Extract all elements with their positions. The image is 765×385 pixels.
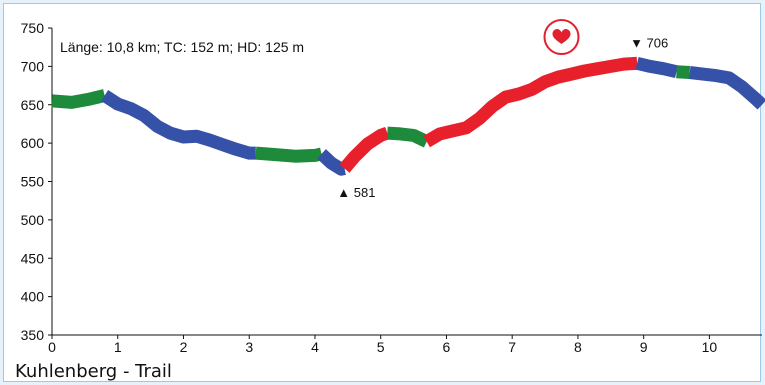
- high-point-label: ▼ 706: [630, 35, 668, 50]
- y-tick-label: 600: [21, 135, 45, 151]
- profile-segment-descent: [635, 56, 678, 79]
- profile-segment-descent: [317, 149, 348, 176]
- profile-segment-ascent: [423, 56, 638, 148]
- profile-segment-ascent: [339, 126, 390, 173]
- x-tick-label: 4: [311, 339, 319, 355]
- axes: [51, 28, 762, 336]
- y-tick-label: 550: [21, 174, 45, 190]
- x-tick-label: 3: [245, 339, 253, 355]
- profile-segment-descent: [101, 90, 256, 160]
- low-point-label: ▲ 581: [337, 185, 375, 200]
- heart-icon: [543, 19, 580, 55]
- profile-segment-flat: [676, 65, 691, 79]
- x-axis-ticks: 0 1 2 3 4 5 6 7 8 9 10: [48, 335, 717, 355]
- profile-segment-flat: [51, 89, 107, 109]
- y-tick-label: 400: [21, 289, 45, 305]
- y-axis-ticks: 350 400 450 500 550 600 650 700 750: [21, 20, 52, 343]
- y-tick-label: 750: [21, 20, 45, 36]
- route-summary: Länge: 10,8 km; TC: 152 m; HD: 125 m: [60, 39, 304, 55]
- y-tick-label: 650: [21, 97, 45, 113]
- y-tick-label: 350: [21, 327, 45, 343]
- x-tick-label: 7: [508, 339, 516, 355]
- x-tick-label: 8: [574, 339, 582, 355]
- x-tick-label: 9: [640, 339, 648, 355]
- y-tick-label: 450: [21, 250, 45, 266]
- x-tick-label: 6: [443, 339, 451, 355]
- x-tick-label: 1: [114, 339, 122, 355]
- profile-segment-descent: [688, 66, 765, 110]
- y-tick-label: 500: [21, 212, 45, 228]
- y-tick-label: 700: [21, 58, 45, 74]
- x-tick-label: 2: [180, 339, 188, 355]
- profile-segment-flat: [255, 146, 323, 163]
- profile-segment-flat: [386, 126, 430, 148]
- chart-title: Kuhlenberg - Trail: [15, 361, 172, 382]
- elevation-profile: [51, 56, 765, 176]
- x-tick-label: 0: [48, 339, 56, 355]
- x-tick-label: 10: [702, 339, 718, 355]
- x-tick-label: 5: [377, 339, 385, 355]
